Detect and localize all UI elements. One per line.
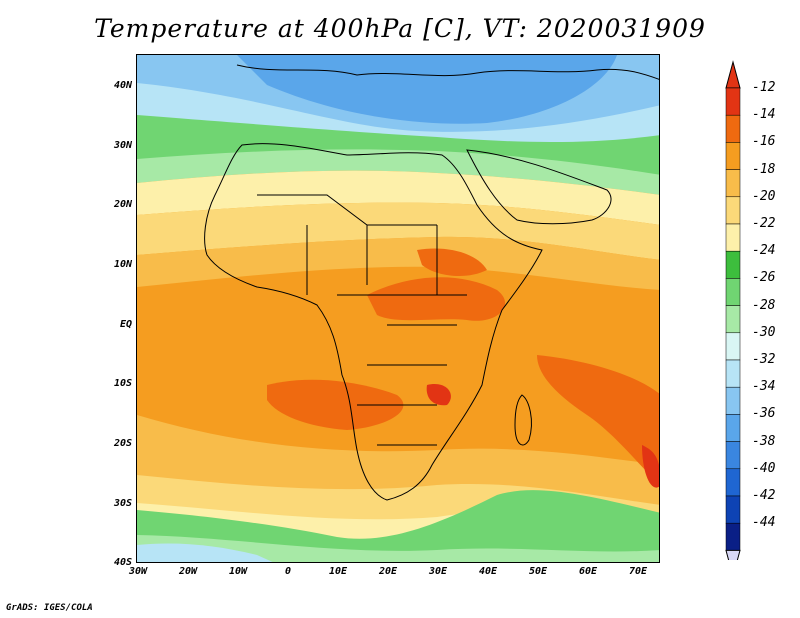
lat-tick-30s: 30S	[113, 498, 132, 509]
lat-tick-40s: 40S	[113, 557, 132, 568]
lon-tick-40e: 40E	[478, 566, 498, 577]
colorbar-swatch	[725, 441, 741, 470]
colorbar-label: -38	[752, 433, 776, 449]
lon-tick-30w: 30W	[128, 566, 148, 577]
colorbar-swatch	[725, 250, 741, 279]
colorbar-swatch	[725, 359, 741, 388]
colorbar-label: -14	[752, 107, 776, 123]
warm-patch-ethiopia	[417, 248, 487, 277]
colorbar-bottom-arrow	[725, 549, 741, 560]
warm-patch-south-atlantic	[267, 379, 404, 430]
lon-tick-20e: 20E	[378, 566, 398, 577]
madagascar-coastline	[514, 394, 532, 446]
colorbar-label: -18	[752, 161, 776, 177]
colorbar-swatch	[725, 495, 741, 524]
colorbar-label: -26	[752, 270, 776, 286]
band-cold-blue-north	[237, 55, 617, 124]
colorbar-label: -12	[752, 80, 776, 95]
colorbar-swatch	[725, 522, 741, 551]
colorbar-swatch	[725, 386, 741, 415]
colorbar-label: -42	[752, 488, 776, 503]
lon-tick-30e: 30E	[428, 566, 448, 577]
map-title: Temperature at 400hPa [C], VT: 202003190…	[94, 14, 706, 43]
colorbar-label: -44	[752, 515, 776, 531]
colorbar-label: -36	[752, 406, 776, 422]
colorbar-label: -28	[752, 297, 776, 313]
lat-tick-10n: 10N	[113, 259, 132, 270]
warm-patch-red-central	[426, 384, 451, 406]
warm-patch-indian	[537, 355, 659, 484]
colorbar-swatch	[725, 87, 741, 116]
lon-tick-70e: 70E	[628, 566, 648, 577]
colorbar-label: -32	[752, 352, 776, 367]
band-light-orange-north	[137, 236, 659, 290]
colorbar-label: -24	[752, 243, 776, 259]
lon-tick-10e: 10E	[328, 566, 348, 577]
band-pale-yellow-north	[137, 170, 659, 225]
lat-tick-10s: 10S	[113, 378, 132, 389]
lat-tick-20n: 20N	[113, 199, 132, 210]
colorbar-top-arrow	[725, 60, 741, 89]
colorbar-swatch	[725, 223, 741, 252]
arabia-coastline	[466, 149, 612, 225]
map-canvas	[137, 55, 659, 562]
colorbar-label: -16	[752, 134, 776, 150]
lat-tick-eq: EQ	[119, 319, 132, 330]
warm-patch-red	[642, 445, 659, 488]
lat-tick-20s: 20S	[113, 438, 132, 449]
border-lines	[257, 194, 467, 446]
colorbar-swatch	[725, 414, 741, 442]
lat-tick-30n: 30N	[113, 140, 132, 151]
lon-tick-60e: 60E	[578, 566, 598, 577]
colorbar-label: -20	[752, 188, 776, 204]
colorbar	[725, 60, 741, 560]
colorbar-label: -22	[752, 216, 776, 231]
colorbar-swatch	[725, 468, 741, 497]
colorbar-swatch	[725, 196, 741, 225]
colorbar-swatch	[725, 114, 741, 143]
warm-patch-central	[367, 277, 506, 321]
lon-tick-10w: 10W	[228, 566, 248, 577]
band-light-green-south	[137, 535, 659, 562]
colorbar-label: -34	[752, 379, 776, 395]
colorbar-swatch	[725, 305, 741, 334]
coastlines	[204, 64, 659, 501]
colorbar-label: -30	[752, 324, 776, 340]
lon-tick-20w: 20W	[178, 566, 198, 577]
band-yellow-north	[137, 202, 659, 260]
colorbar-label: -40	[752, 460, 776, 476]
lat-tick-40n: 40N	[113, 80, 132, 91]
colorbar-swatch	[725, 332, 741, 361]
colorbar-swatch	[725, 142, 741, 170]
colorbar-swatch	[725, 169, 741, 198]
africa-coastline	[204, 143, 543, 501]
europe-coastline	[236, 64, 659, 80]
footer-credit: GrADS: IGES/COLA	[6, 603, 93, 613]
temperature-map	[136, 54, 660, 563]
lon-tick-50e: 50E	[528, 566, 548, 577]
lon-tick-0: 0	[284, 566, 292, 577]
colorbar-swatch	[725, 278, 741, 306]
band-light-blue-south	[137, 543, 273, 562]
